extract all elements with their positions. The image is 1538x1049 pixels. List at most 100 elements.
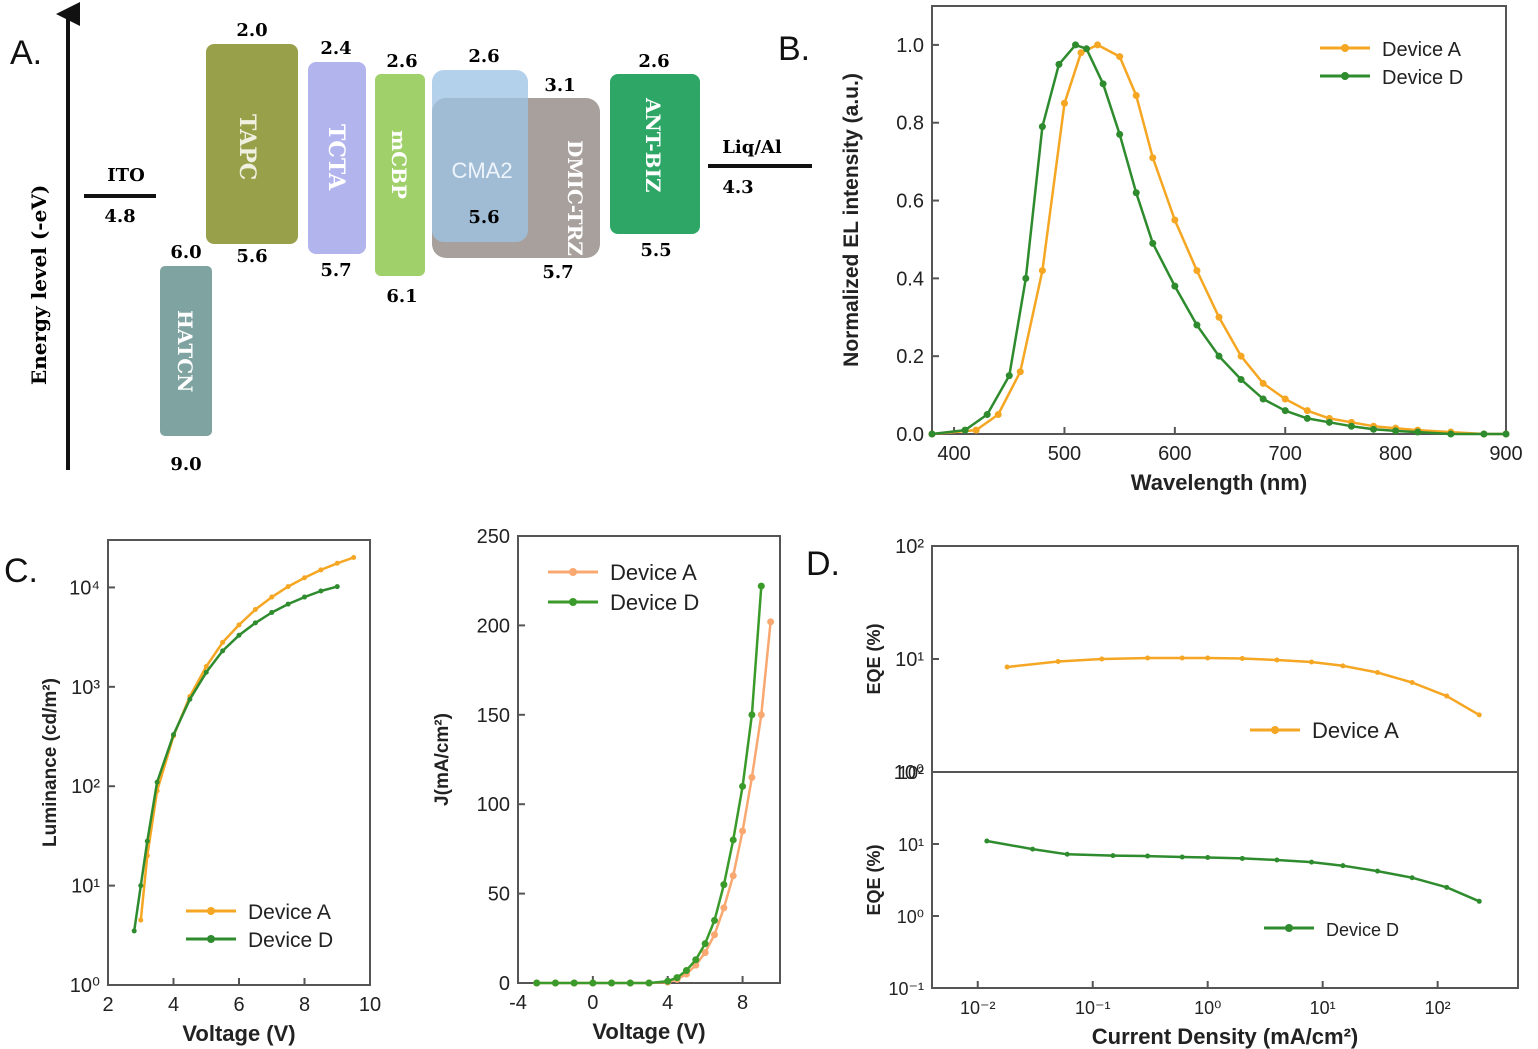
- legend-label: Device A: [248, 901, 331, 924]
- data-point: [1004, 664, 1010, 670]
- y-tick-label: 150: [477, 705, 510, 727]
- plot-frame: [931, 771, 1519, 989]
- y-tick-label: 0.6: [896, 191, 924, 213]
- data-point: [533, 979, 541, 987]
- hatcn-top-value: 6.0: [170, 242, 201, 263]
- data-point: [334, 584, 340, 590]
- x-tick-label: 400: [937, 443, 970, 465]
- legend-marker: [207, 907, 215, 915]
- x-tick-label: 700: [1269, 443, 1302, 465]
- x-tick-label: 500: [1048, 443, 1081, 465]
- x-tick-label: 10: [359, 994, 381, 1016]
- data-point: [664, 977, 672, 985]
- series-line-device-a: [536, 621, 772, 985]
- tapc-top-value: 2.0: [236, 20, 267, 41]
- data-point: [1444, 884, 1450, 890]
- data-point: [1303, 407, 1311, 415]
- data-point: [757, 711, 765, 719]
- panel-label-b: B.: [778, 30, 810, 68]
- data-point: [1205, 655, 1211, 661]
- data-point: [1149, 154, 1157, 162]
- energy-axis-label: Energy level (-eV): [27, 185, 51, 385]
- data-point: [1179, 854, 1185, 860]
- y-tick-label: 10⁰: [897, 907, 924, 927]
- data-point: [252, 620, 258, 626]
- ant-biz-top-value: 2.6: [638, 51, 669, 72]
- ant-biz-bottom-value: 5.5: [640, 240, 671, 261]
- data-point: [285, 601, 291, 607]
- y-tick-label: 50: [488, 884, 510, 906]
- data-point: [1116, 130, 1124, 138]
- y-tick-label: 0: [499, 973, 510, 995]
- data-point: [1274, 657, 1280, 663]
- x-tick-label: 10²: [1425, 998, 1451, 1018]
- data-point: [1325, 418, 1333, 426]
- y-tick-label: 250: [477, 526, 510, 548]
- el-spectrum-chart: 400 500 600 700 800 900 Wavelength (nm) 0.0 0.2 0…: [840, 5, 1523, 495]
- y-axis-label: Normalized EL intensity (a.u.): [840, 73, 863, 367]
- x-tick-label: 10⁻²: [960, 998, 996, 1018]
- legend-marker: [1341, 72, 1349, 80]
- data-point: [1038, 123, 1046, 131]
- data-point: [570, 979, 578, 987]
- data-point: [673, 974, 681, 982]
- legend-marker: [207, 935, 215, 943]
- data-point: [748, 773, 756, 781]
- luminance-voltage-chart: 2 4 6 8 10 Voltage (V) 10⁰ 10¹ 10² 10³ 10⁴ Luminanc…: [40, 539, 381, 1046]
- data-point: [138, 917, 144, 923]
- y-tick-label: 1.0: [896, 35, 924, 57]
- data-point: [1145, 853, 1151, 859]
- mcbp-top-value: 2.6: [386, 51, 417, 72]
- y-tick-label: 10⁰: [894, 762, 924, 784]
- data-point: [983, 411, 991, 419]
- data-point: [1215, 313, 1223, 321]
- tcta-bottom-value: 5.7: [320, 260, 351, 281]
- x-tick-label: 6: [233, 994, 244, 1016]
- data-point: [1149, 239, 1157, 247]
- data-point: [1340, 863, 1346, 869]
- data-point: [1370, 425, 1378, 433]
- data-point: [739, 782, 747, 790]
- panel-label-c: C.: [4, 552, 38, 590]
- data-point: [994, 411, 1002, 419]
- legend-label: Device A: [1312, 718, 1399, 743]
- data-point: [1237, 352, 1245, 360]
- data-point: [1171, 216, 1179, 224]
- legend-marker: [1341, 44, 1349, 52]
- tcta-top-value: 2.4: [320, 38, 351, 59]
- y-tick-label: 10¹: [71, 876, 100, 898]
- y-tick-label: 200: [477, 615, 510, 637]
- data-point: [1409, 679, 1415, 685]
- legend-label: Device D: [610, 590, 699, 615]
- y-tick-label: 100: [477, 794, 510, 816]
- panel-label-d: D.: [806, 545, 840, 583]
- y-tick-label: 0.4: [896, 268, 924, 290]
- legend-marker: [569, 568, 577, 576]
- data-point: [144, 838, 150, 844]
- data-point: [1055, 60, 1063, 68]
- data-point: [1414, 428, 1422, 436]
- data-point: [626, 979, 634, 987]
- data-point: [608, 979, 616, 987]
- data-point: [1022, 274, 1030, 282]
- data-point: [1116, 53, 1124, 61]
- data-point: [318, 588, 324, 594]
- data-point: [171, 732, 176, 738]
- data-point: [1309, 859, 1315, 865]
- dmic-trz-bottom-value: 5.7: [542, 262, 573, 283]
- data-point: [236, 632, 242, 638]
- data-point: [1303, 414, 1311, 422]
- data-point: [1005, 372, 1013, 380]
- hatcn-label: HATCN: [173, 310, 197, 392]
- data-point: [720, 904, 728, 912]
- data-point: [1375, 868, 1381, 874]
- eqe-device-d-chart: 10⁻² 10⁻¹ 10⁰ 10¹ 10² Current Density (mA/cm²…: [864, 763, 1519, 1049]
- legend-label: Device D: [1382, 67, 1463, 89]
- data-point: [748, 711, 756, 719]
- mcbp-label: mCBP: [387, 130, 411, 199]
- y-tick-label: 10¹: [898, 835, 924, 855]
- x-tick-label: -4: [509, 992, 527, 1014]
- data-point: [1281, 395, 1289, 403]
